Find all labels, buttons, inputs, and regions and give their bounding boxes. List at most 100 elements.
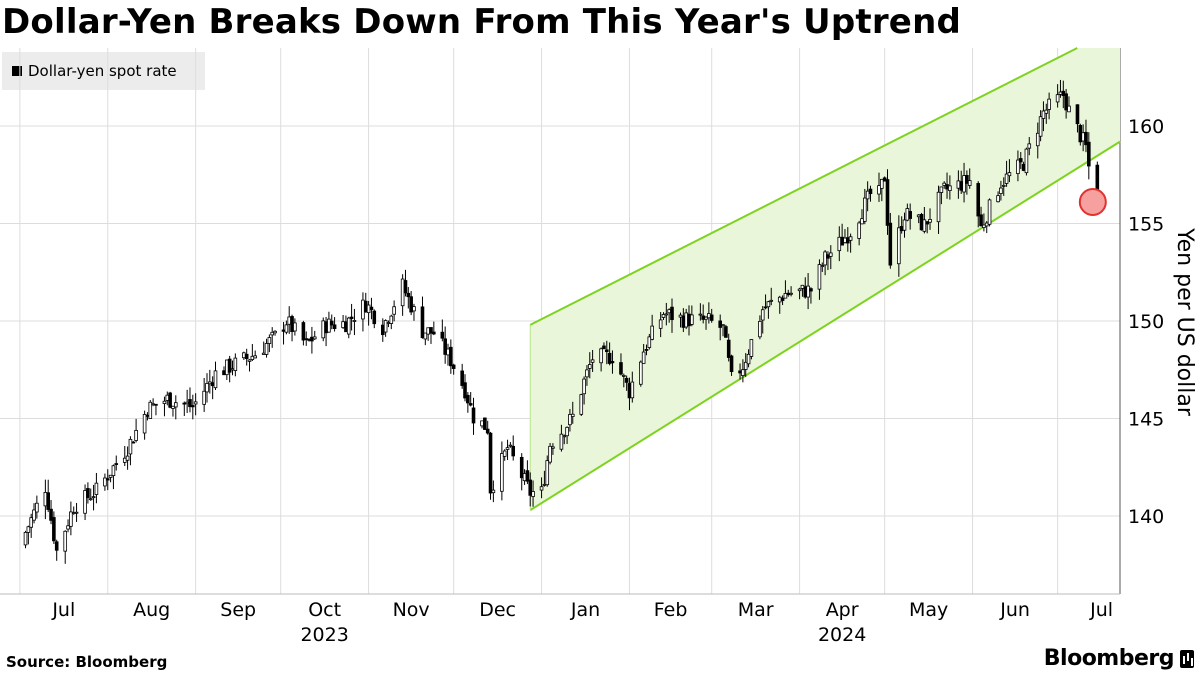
candle-body	[46, 492, 51, 510]
candle-body	[103, 477, 107, 487]
candle-body	[1081, 132, 1085, 142]
candle-body	[173, 402, 178, 408]
y-tick-label: 155	[1128, 214, 1164, 236]
candle-body	[361, 299, 365, 320]
candle-body	[35, 502, 39, 513]
candle-body	[908, 211, 912, 219]
candle-body	[380, 324, 385, 336]
candle-body	[210, 382, 215, 387]
candle-body	[193, 401, 198, 405]
candle-body	[684, 312, 688, 328]
candle-body	[429, 327, 433, 334]
candle-body	[766, 301, 771, 308]
candle-body	[806, 285, 810, 298]
candle-body	[982, 224, 986, 228]
candle-body	[758, 320, 762, 338]
candle-body	[1075, 104, 1080, 125]
x-tick-label: Nov	[393, 599, 430, 621]
candle-body	[783, 293, 788, 299]
candle-body	[142, 414, 147, 434]
candle-body	[749, 339, 754, 357]
candle-body	[71, 512, 76, 515]
candle-body	[777, 296, 782, 303]
candle-body	[820, 265, 825, 267]
candle-body	[545, 460, 550, 486]
candle-body	[568, 414, 572, 426]
x-tick-label: Feb	[654, 599, 688, 621]
candle-body	[66, 525, 70, 530]
year-label: 2024	[818, 624, 866, 646]
candle-body	[1061, 90, 1066, 96]
candle-body	[610, 361, 615, 364]
candle-body	[290, 316, 294, 333]
candle-body	[491, 489, 496, 494]
candle-body	[709, 314, 714, 321]
candle-body	[233, 357, 238, 371]
candle-body	[400, 278, 405, 307]
candle-body	[349, 316, 354, 319]
candle-body	[690, 314, 694, 325]
candle-body	[341, 321, 345, 329]
trend-channel-fill	[530, 48, 1120, 511]
candle-body	[687, 313, 691, 327]
candle-body	[786, 292, 791, 296]
candle-body	[480, 420, 484, 427]
candle-body	[984, 222, 989, 227]
candle-body	[247, 359, 252, 362]
candle-body	[165, 394, 170, 401]
candle-body	[780, 297, 785, 301]
candle-body	[483, 417, 487, 430]
candle-body	[967, 180, 972, 186]
terminal-icon	[1180, 649, 1194, 668]
candle-body	[922, 219, 927, 232]
candle-body	[582, 378, 586, 395]
candle-body	[701, 315, 705, 320]
candle-body	[880, 178, 884, 189]
candle-body	[162, 400, 167, 404]
candle-body	[828, 252, 833, 257]
candle-body	[108, 474, 113, 478]
x-tick-label: Apr	[826, 599, 859, 621]
candle-body	[525, 470, 530, 482]
candle-body	[505, 447, 510, 450]
candle-body	[1016, 159, 1020, 175]
candle-body	[222, 370, 226, 376]
chart-title: Dollar-Yen Breaks Down From This Year's …	[2, 2, 962, 42]
candle-body	[1004, 173, 1009, 184]
candle-body	[939, 186, 944, 193]
candle-body	[111, 465, 116, 476]
candle-body	[208, 381, 212, 385]
candle-body	[508, 444, 513, 447]
candle-body	[570, 413, 575, 417]
candle-body	[86, 488, 90, 498]
candle-body	[301, 322, 306, 341]
candle-body	[877, 185, 881, 195]
candle-body	[264, 343, 269, 355]
x-tick-label: Dec	[479, 599, 516, 621]
candle-body	[122, 457, 127, 463]
candle-body	[763, 306, 768, 309]
candle-body	[449, 346, 453, 367]
candle-body	[658, 319, 663, 329]
candle-body	[1064, 93, 1068, 111]
candle-body	[363, 300, 368, 313]
candle-body	[250, 355, 255, 360]
candle-body	[956, 180, 961, 189]
x-tick-label: Mar	[738, 599, 774, 621]
candle-body	[202, 390, 206, 405]
candle-body	[882, 177, 887, 182]
x-tick-label: Jul	[51, 599, 75, 621]
candle-body	[641, 351, 646, 364]
x-tick-label: May	[909, 599, 948, 621]
candle-body	[987, 199, 992, 225]
candle-body	[29, 517, 33, 528]
candle-body	[590, 359, 595, 363]
candle-body	[698, 313, 703, 316]
candle-body	[332, 324, 337, 329]
trend-channel-upper	[529, 47, 1078, 326]
candle-body	[460, 370, 464, 386]
candle-body	[681, 315, 686, 328]
candle-body	[621, 375, 626, 377]
candle-body	[182, 402, 187, 405]
